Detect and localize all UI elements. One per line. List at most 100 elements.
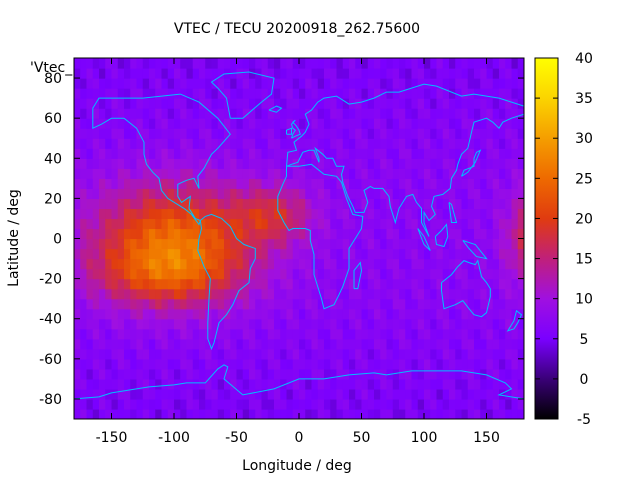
heat-cell (236, 368, 244, 380)
heat-cell (461, 398, 469, 410)
heat-cell (199, 358, 206, 370)
heat-cell (349, 248, 356, 260)
heat-cell (230, 338, 238, 350)
heat-cell (442, 148, 450, 159)
heat-cell (311, 298, 319, 310)
heat-cell (167, 148, 175, 159)
heat-cell (449, 258, 456, 270)
heat-cell (155, 58, 163, 69)
heat-cell (136, 238, 144, 250)
heat-cell (449, 98, 456, 109)
heat-cell (480, 118, 488, 129)
heat-cell (392, 248, 400, 260)
heat-cell (436, 398, 444, 410)
heat-cell (111, 148, 119, 159)
heat-cell (486, 298, 494, 310)
heat-cell (111, 318, 119, 330)
heat-cell (480, 178, 488, 189)
heat-cell (511, 68, 519, 79)
heat-cell (236, 138, 244, 149)
heat-cell (492, 398, 500, 410)
heat-cell (105, 238, 113, 250)
colorbar (534, 57, 559, 420)
heat-cell (311, 98, 319, 109)
heat-cell (461, 68, 469, 79)
heat-cell (249, 408, 256, 419)
heat-cell (117, 108, 125, 119)
coastline (417, 228, 431, 251)
heat-cell (142, 348, 150, 360)
heat-cell (86, 88, 94, 99)
heat-cell (217, 258, 225, 270)
heat-cell (324, 238, 331, 250)
heat-cell (205, 358, 213, 370)
heat-cell (199, 118, 206, 129)
heat-cell (149, 268, 156, 280)
heat-cell (305, 268, 313, 280)
heat-cell (149, 98, 156, 109)
heat-cell (292, 278, 300, 290)
heat-cell (180, 198, 188, 210)
heat-cell (136, 308, 144, 320)
heat-cell (192, 78, 200, 89)
heat-cell (92, 58, 100, 69)
heat-cell (286, 308, 294, 320)
heat-cell (292, 328, 300, 340)
heat-cell (161, 228, 169, 240)
heat-cell (230, 198, 238, 210)
heat-cell (136, 118, 144, 129)
heat-cell (280, 328, 288, 340)
heat-cell (311, 188, 319, 199)
heat-cell (130, 118, 138, 129)
heat-cell (355, 118, 363, 129)
heat-cell (230, 408, 238, 419)
heat-cell (292, 338, 300, 350)
heat-cell (192, 388, 200, 400)
heat-cell (311, 368, 319, 380)
heat-cell (199, 278, 206, 290)
heat-cell (374, 108, 381, 119)
heat-cell (399, 328, 406, 340)
heat-cell (299, 368, 306, 380)
heat-cell (80, 278, 88, 290)
heat-cell (199, 378, 206, 390)
heat-cell (449, 328, 456, 340)
heat-cell (92, 378, 100, 390)
heat-cell (361, 208, 369, 220)
colorbar-tick-label: -5 (577, 412, 591, 428)
heat-cell (186, 408, 194, 419)
heat-cell (230, 328, 238, 340)
heat-cell (324, 168, 331, 179)
heat-cell (199, 128, 206, 139)
heat-cell (349, 308, 356, 320)
heat-cell (130, 278, 138, 290)
heat-cell (330, 118, 338, 129)
heat-cell (111, 158, 119, 169)
heat-cell (174, 268, 181, 280)
heat-cell (299, 258, 306, 270)
heat-cell (274, 128, 281, 139)
heat-cell (149, 158, 156, 169)
heat-cell (517, 198, 524, 210)
heat-cell (199, 178, 206, 189)
heat-cell (355, 178, 363, 189)
heat-cell (86, 368, 94, 380)
heat-cell (186, 288, 194, 300)
heat-cell (436, 238, 444, 250)
heat-cell (511, 328, 519, 340)
heat-cell (249, 118, 256, 129)
heat-cell (161, 88, 169, 99)
heat-cell (274, 88, 281, 99)
heat-cell (242, 158, 250, 169)
heat-cell (224, 138, 231, 149)
heat-cell (430, 108, 438, 119)
heat-cell (405, 378, 413, 390)
heat-cell (449, 378, 456, 390)
heat-cell (392, 98, 400, 109)
heat-cell (242, 338, 250, 350)
heat-cell (167, 298, 175, 310)
heat-cell (274, 398, 281, 410)
heat-cell (324, 88, 331, 99)
heat-cell (74, 248, 81, 260)
heat-cell (380, 378, 388, 390)
